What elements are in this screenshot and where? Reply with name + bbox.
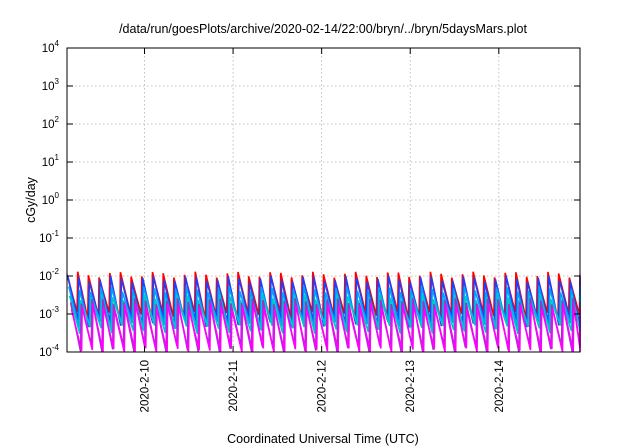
series-group: [66, 271, 581, 353]
y-tick-label: 100: [42, 191, 60, 207]
y-tick-base: 10: [42, 157, 55, 169]
x-tick-label: 2020-2-14: [494, 359, 506, 412]
y-tick-exponent: 2: [55, 115, 60, 124]
chart-title: /data/run/goesPlots/archive/2020-02-14/2…: [119, 22, 527, 36]
y-tick-exponent: 4: [55, 39, 60, 48]
y-tick-base: 10: [39, 233, 52, 245]
x-tick-label: 2020-2-11: [228, 360, 240, 412]
x-axis-label: Coordinated Universal Time (UTC): [227, 432, 419, 446]
series-line: [70, 303, 581, 353]
y-tick-base: 10: [42, 81, 55, 93]
y-tick-exponent: 1: [55, 153, 60, 162]
y-tick-exponent: -1: [52, 229, 60, 238]
x-tick-label: 2020-2-10: [140, 360, 152, 412]
y-tick-label: 10-2: [39, 267, 59, 283]
y-tick-base: 10: [42, 195, 55, 207]
y-tick-exponent: 3: [55, 77, 60, 86]
y-tick-base: 10: [42, 43, 55, 55]
y-tick-label: 101: [42, 153, 60, 169]
x-tick-label: 2020-2-12: [317, 360, 329, 412]
y-tick-label: 10-3: [39, 305, 59, 321]
y-tick-label: 104: [42, 39, 60, 55]
y-tick-base: 10: [39, 347, 52, 359]
y-tick-label: 10-1: [39, 229, 59, 245]
y-tick-base: 10: [39, 271, 52, 283]
y-tick-label: 103: [42, 77, 60, 93]
x-tick-label: 2020-2-13: [405, 360, 417, 412]
y-tick-label: 10-4: [39, 343, 59, 359]
y-axis-label: cGy/day: [24, 176, 38, 223]
y-tick-exponent: -3: [52, 305, 60, 314]
y-tick-exponent: -4: [52, 343, 60, 352]
y-tick-exponent: 0: [55, 191, 60, 200]
y-tick-base: 10: [39, 309, 52, 321]
y-tick-label: 102: [42, 115, 60, 131]
x-axis-ticks: 2020-2-10 2020-2-11 2020-2-12 2020-2-13 2020…: [140, 48, 506, 412]
y-tick-base: 10: [42, 119, 55, 131]
y-tick-exponent: -2: [52, 267, 60, 276]
